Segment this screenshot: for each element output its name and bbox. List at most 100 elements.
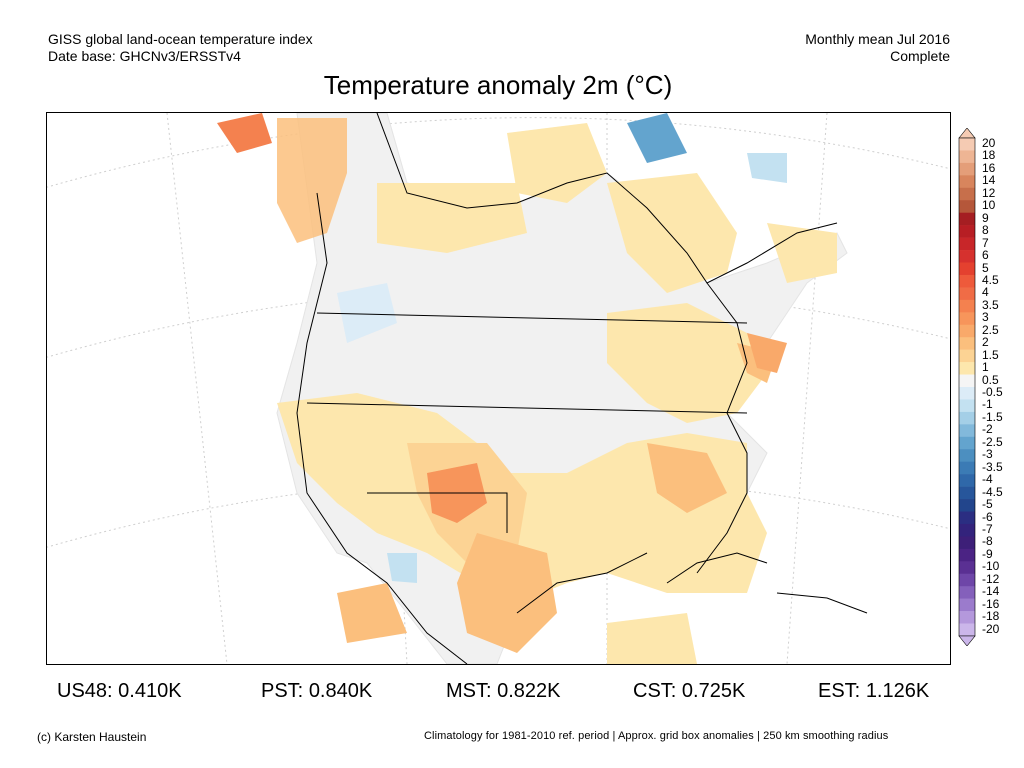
stat-value: 1.126K — [865, 680, 930, 702]
colorbar-tick-label: 4.5 — [982, 272, 999, 287]
colorbar-tick-label: 14 — [982, 173, 996, 188]
colorbar-tick-label: 6 — [982, 248, 989, 263]
regional-means: US48: 0.410K PST: 0.840K MST: 0.822K CST… — [0, 680, 1024, 704]
colorbar-swatch — [959, 212, 975, 226]
coastlines — [296, 113, 868, 664]
colorbar-tick-label: -1.5 — [982, 409, 1003, 424]
stat-label: MST: — [446, 680, 492, 702]
period-label: Monthly mean Jul 2016 — [805, 31, 950, 47]
colorbar-tick-label: -12 — [982, 571, 1000, 586]
colorbar-tick-label: 3 — [982, 310, 989, 325]
colorbar-swatch — [959, 150, 975, 164]
stat-est: EST: 1.126K — [818, 680, 929, 703]
stat-label: EST: — [818, 680, 861, 702]
colorbar-swatch — [959, 411, 975, 425]
colorbar-tick-label: -3.5 — [982, 459, 1003, 474]
data-base: Date base: GHCNv3/ERSSTv4 — [48, 48, 241, 64]
colorbar-tick-label: -4.5 — [982, 484, 1003, 499]
colorbar-swatch — [959, 175, 975, 189]
colorbar-tick-label: -2.5 — [982, 434, 1003, 449]
colorbar-tick-label: 4 — [982, 285, 989, 300]
colorbar-tick-label: 5 — [982, 260, 989, 275]
colorbar-tick-label: -1 — [982, 397, 993, 412]
colorbar-swatch — [959, 299, 975, 313]
colorbar-swatch — [959, 225, 975, 238]
colorbar-swatch — [959, 474, 975, 487]
stat-label: US48: — [57, 680, 113, 702]
color-scale-bar — [958, 128, 976, 646]
colorbar-tick-label: 8 — [982, 223, 989, 238]
colorbar-swatch — [959, 362, 975, 375]
stat-mst: MST: 0.822K — [446, 680, 561, 703]
colorbar-swatch — [959, 287, 975, 301]
colorbar-swatch — [959, 387, 975, 400]
colorbar-tick-label: 18 — [982, 148, 996, 163]
colorbar-tick-label: 7 — [982, 235, 989, 250]
colorbar-swatch — [959, 424, 975, 438]
stat-value: 0.840K — [308, 680, 373, 702]
colorbar-tick-label: -2 — [982, 422, 993, 437]
colorbar-swatch — [959, 312, 975, 326]
colorbar-tick-label: 1 — [982, 360, 989, 375]
map-title: Temperature anomaly 2m (°C) — [323, 70, 673, 100]
colorbar-tick-label: -5 — [982, 497, 993, 512]
colorbar-tick-label: -4 — [982, 472, 993, 487]
colorbar-tick-label: -20 — [982, 621, 1000, 636]
stat-value: 0.725K — [681, 680, 746, 702]
stat-label: CST: — [633, 680, 677, 702]
colorbar-swatch — [959, 324, 975, 338]
colorbar-tick-label: 3.5 — [982, 297, 999, 312]
colorbar-tick-label: 20 — [982, 136, 996, 150]
colorbar-tick-label: -8 — [982, 534, 993, 549]
colorbar-tick-label: 2.5 — [982, 322, 999, 337]
colorbar-swatch — [959, 623, 975, 637]
stat-cst: CST: 0.725K — [633, 680, 745, 703]
colorbar-swatch — [959, 461, 975, 475]
colorbar-swatch — [959, 274, 975, 288]
colorbar-tick-label: 16 — [982, 160, 996, 175]
header-left: GISS global land-ocean temperature index… — [48, 31, 313, 65]
colorbar-tick-label: -3 — [982, 447, 993, 462]
map-canvas — [47, 113, 950, 664]
colorbar-tick-label: 12 — [982, 185, 996, 200]
colorbar-swatch — [959, 237, 975, 251]
stat-label: PST: — [261, 680, 304, 702]
colorbar-swatch — [959, 586, 975, 599]
colorbar-swatch — [959, 200, 975, 213]
colorbar-swatch — [959, 486, 975, 500]
colorbar-tick-label: 10 — [982, 198, 996, 213]
colorbar-swatch — [959, 399, 975, 413]
colorbar-swatch — [959, 187, 975, 201]
copyright: (c) Karsten Haustein — [37, 730, 147, 744]
colorbar-swatch — [959, 598, 975, 612]
method-note: Climatology for 1981-2010 ref. period | … — [424, 730, 889, 742]
colorbar-swatch — [959, 548, 975, 562]
colorbar-swatch — [959, 349, 975, 363]
colorbar-swatch — [959, 523, 975, 537]
colorbar-swatch — [959, 262, 975, 276]
colorbar-swatch — [959, 162, 975, 176]
colorbar-tick-label: 9 — [982, 210, 989, 225]
colorbar-bottom-arrow — [958, 635, 976, 646]
colorbar-tick-label: 2 — [982, 335, 989, 350]
colorbar-swatch — [959, 611, 975, 624]
colorbar-tick-label: -16 — [982, 596, 1000, 611]
header-right: Monthly mean Jul 2016 Complete — [805, 31, 950, 65]
colorbar-swatch — [959, 536, 975, 550]
stat-pst: PST: 0.840K — [261, 680, 372, 703]
cool-anomalies — [337, 113, 787, 583]
anomaly-map — [46, 112, 951, 665]
colorbar-tick-label: -18 — [982, 609, 1000, 624]
colorbar-swatch — [959, 449, 975, 462]
colorbar-tick-label: -0.5 — [982, 385, 1003, 399]
colorbar-swatch — [959, 511, 975, 525]
colorbar-swatch — [959, 573, 975, 587]
colorbar-tick-label: -10 — [982, 559, 1000, 574]
stat-us48: US48: 0.410K — [57, 680, 182, 703]
colorbar-tick-label: -14 — [982, 584, 1000, 599]
colorbar-tick-label: -9 — [982, 546, 993, 561]
dataset-name: GISS global land-ocean temperature index — [48, 31, 313, 47]
colorbar-swatch — [959, 561, 975, 575]
completeness-label: Complete — [890, 48, 950, 64]
colorbar-swatch — [959, 499, 975, 512]
